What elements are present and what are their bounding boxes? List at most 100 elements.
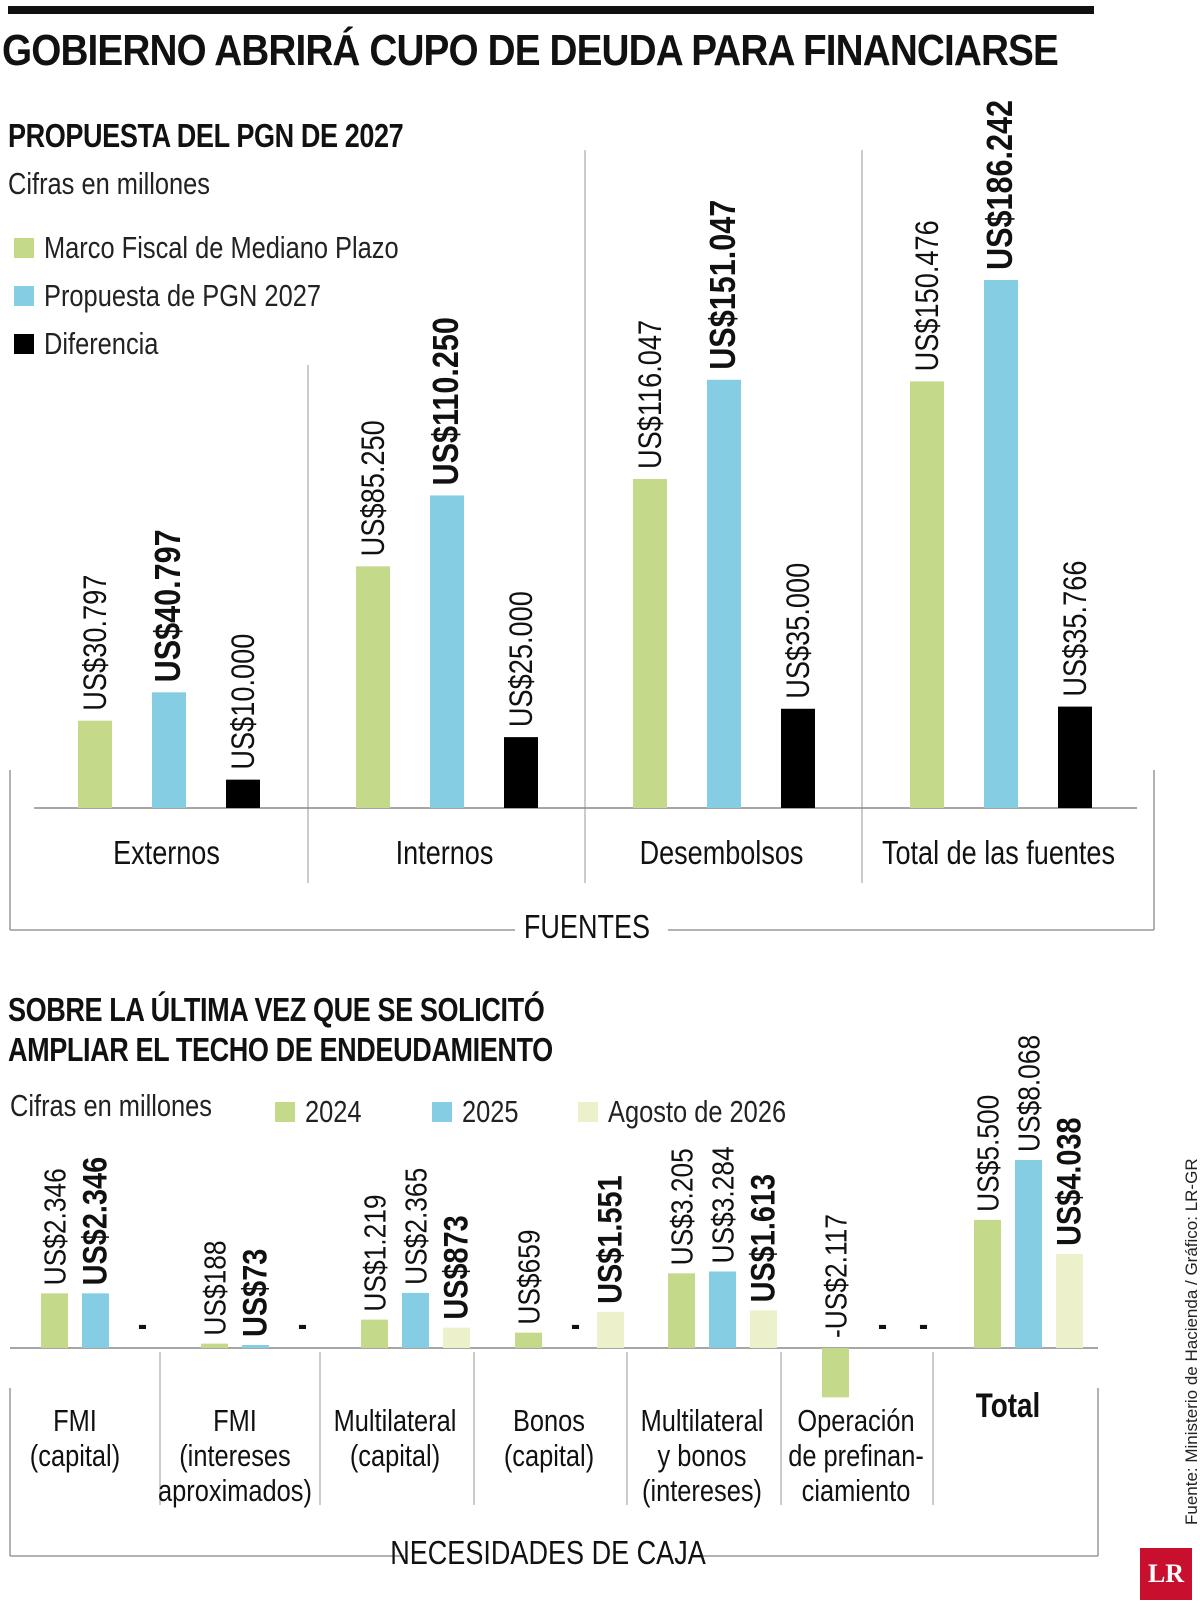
chart1-legend-item-mfmp: Marco Fiscal de Mediano Plazo	[14, 230, 476, 266]
chart2-legend-item-2025: 2025	[432, 1094, 531, 1130]
lr-logo: LR	[1140, 1548, 1192, 1600]
data-label: US$30.797	[78, 575, 114, 711]
data-label: US$8.068	[1013, 1035, 1047, 1152]
data-label: US$4.038	[1049, 1117, 1088, 1246]
category-label: Total	[976, 1386, 1041, 1424]
category-label: Multilateral	[334, 1404, 457, 1439]
bar	[1058, 706, 1092, 808]
chart1-legend-item-pgn: Propuesta de PGN 2027	[14, 278, 382, 314]
empty-value-dash: -	[138, 1305, 147, 1343]
top-rule	[8, 6, 1094, 14]
bar	[361, 1319, 388, 1348]
chart2-title-line1: SOBRE LA ÚLTIMA VEZ QUE SE SOLICITÓ	[8, 991, 545, 1028]
chart2-legend-item-2024: 2024	[275, 1094, 374, 1130]
data-label: US$1.551	[590, 1175, 629, 1304]
bar	[443, 1327, 470, 1348]
category-label: Multilateral	[641, 1404, 764, 1439]
category-label: (intereses	[179, 1439, 291, 1474]
chart2-title-line2: AMPLIAR EL TECHO DE ENDEUDAMIENTO	[8, 1031, 553, 1068]
bar	[504, 737, 538, 808]
chart1-title: PROPUESTA DEL PGN DE 2027	[8, 117, 404, 154]
bar	[597, 1311, 624, 1348]
data-label: US$35.766	[1058, 561, 1094, 697]
bar	[78, 720, 112, 808]
data-label: US$73	[235, 1249, 274, 1337]
data-label: -US$2.117	[820, 1214, 854, 1338]
bar	[402, 1292, 429, 1348]
category-label: Internos	[396, 836, 494, 872]
category-label: Bonos	[513, 1404, 585, 1439]
bar	[1056, 1253, 1083, 1348]
legend-swatch	[14, 286, 34, 306]
bar	[430, 495, 464, 808]
bar	[226, 779, 260, 808]
legend-swatch	[432, 1102, 452, 1122]
bar	[356, 566, 390, 808]
bar	[910, 381, 944, 808]
category-label: Externos	[113, 836, 220, 872]
category-label: aproximados)	[158, 1474, 312, 1509]
data-label: US$188	[199, 1240, 233, 1335]
category-label: FMI	[53, 1404, 97, 1439]
source-note: Fuente: Ministerio de Hacienda / Gráfico…	[1182, 1158, 1200, 1525]
data-label: US$3.284	[707, 1146, 741, 1263]
bar	[781, 708, 815, 808]
empty-value-dash: -	[298, 1305, 307, 1343]
legend-label: 2024	[305, 1094, 362, 1129]
data-label: US$2.346	[39, 1168, 73, 1285]
legend-swatch	[578, 1102, 598, 1122]
data-label: US$25.000	[504, 591, 540, 727]
bar	[201, 1343, 228, 1348]
legend-label: Agosto de 2026	[608, 1094, 787, 1129]
legend-label: Propuesta de PGN 2027	[44, 278, 321, 313]
bar	[1015, 1160, 1042, 1348]
bar	[707, 379, 741, 808]
data-label: US$150.476	[910, 220, 946, 371]
bar	[668, 1273, 695, 1348]
data-label: US$659	[513, 1229, 547, 1324]
data-label: US$10.000	[226, 634, 262, 770]
chart2-legend-item-agosto-2026: Agosto de 2026	[578, 1094, 825, 1130]
headline: GOBIERNO ABRIRÁ CUPO DE DEUDA PARA FINAN…	[2, 26, 1059, 75]
category-label: (intereses)	[642, 1474, 762, 1509]
category-label: Operación	[797, 1404, 914, 1439]
legend-swatch	[275, 1102, 295, 1122]
bar	[152, 692, 186, 808]
empty-value-dash: -	[571, 1305, 580, 1343]
bar	[822, 1348, 849, 1398]
bar	[974, 1219, 1001, 1348]
bar	[242, 1345, 269, 1348]
category-label: (capital)	[350, 1439, 440, 1474]
bar	[750, 1310, 777, 1348]
category-label: (capital)	[504, 1439, 594, 1474]
data-label: US$186.242	[981, 100, 1021, 270]
x-axis-title: NECESIDADES DE CAJA	[390, 1536, 706, 1572]
bar	[515, 1332, 542, 1348]
category-label: y bonos	[658, 1439, 747, 1474]
data-label: US$873	[436, 1215, 475, 1319]
data-label: US$5.500	[972, 1095, 1006, 1212]
category-label: Desembolsos	[640, 836, 804, 872]
data-label: US$151.047	[704, 200, 744, 370]
data-label: US$110.250	[427, 317, 467, 485]
data-label: US$40.797	[149, 529, 189, 682]
empty-value-dash: -	[878, 1305, 887, 1343]
category-label: de prefinan-	[788, 1439, 924, 1474]
bar	[82, 1293, 109, 1348]
category-label: ciamiento	[802, 1474, 911, 1509]
data-label: US$35.000	[781, 563, 817, 699]
legend-label: Marco Fiscal de Mediano Plazo	[44, 230, 399, 265]
data-label: US$85.250	[356, 420, 392, 556]
category-label: (capital)	[30, 1439, 120, 1474]
legend-label: Diferencia	[44, 326, 159, 361]
legend-swatch	[14, 334, 34, 354]
chart1-legend-item-diferencia: Diferencia	[14, 326, 184, 362]
data-label: US$3.205	[666, 1148, 700, 1265]
legend-label: 2025	[462, 1094, 519, 1129]
category-label: Total de las fuentes	[882, 836, 1115, 872]
data-label: US$2.365	[400, 1168, 434, 1285]
chart1-subtitle: Cifras en millones	[8, 166, 211, 201]
data-label: US$1.613	[743, 1174, 782, 1303]
